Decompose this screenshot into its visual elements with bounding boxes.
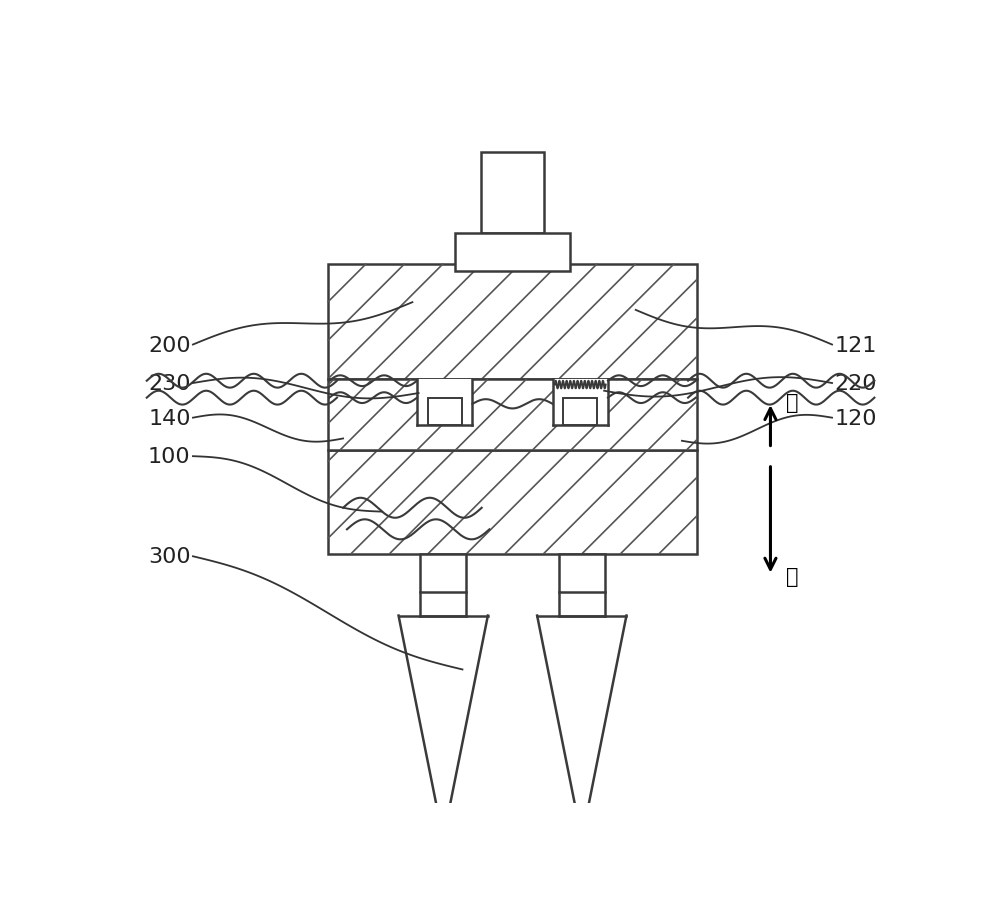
Bar (328, 380, 697, 450)
Bar (328, 264, 697, 380)
Text: 上: 上 (786, 393, 798, 413)
Bar (428, 398, 462, 426)
Bar (481, 152, 544, 234)
Bar (328, 450, 697, 555)
Text: 300: 300 (148, 547, 191, 566)
Bar (553, 380, 608, 426)
Text: 220: 220 (834, 373, 877, 393)
Text: 120: 120 (834, 409, 877, 428)
Bar (563, 398, 597, 426)
Text: 100: 100 (148, 446, 191, 466)
Text: 230: 230 (148, 373, 191, 393)
Text: 140: 140 (148, 409, 191, 428)
Text: 200: 200 (148, 336, 191, 355)
Bar (417, 380, 472, 426)
Bar (455, 234, 570, 272)
Bar (420, 555, 466, 593)
Text: 121: 121 (834, 336, 877, 355)
Text: 下: 下 (786, 566, 798, 586)
Bar (559, 555, 605, 593)
